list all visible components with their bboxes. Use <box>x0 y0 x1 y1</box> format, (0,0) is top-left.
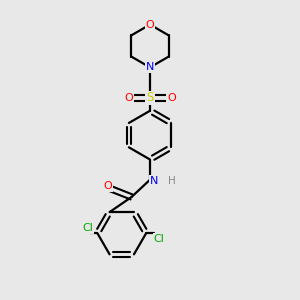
Text: N: N <box>150 176 159 186</box>
Text: Cl: Cl <box>82 223 93 233</box>
Text: O: O <box>167 93 176 103</box>
Text: N: N <box>146 62 154 72</box>
Text: H: H <box>167 176 175 186</box>
Text: O: O <box>103 181 112 191</box>
Text: O: O <box>124 93 133 103</box>
Text: O: O <box>146 20 154 30</box>
Text: S: S <box>146 92 154 104</box>
Text: Cl: Cl <box>154 234 164 244</box>
